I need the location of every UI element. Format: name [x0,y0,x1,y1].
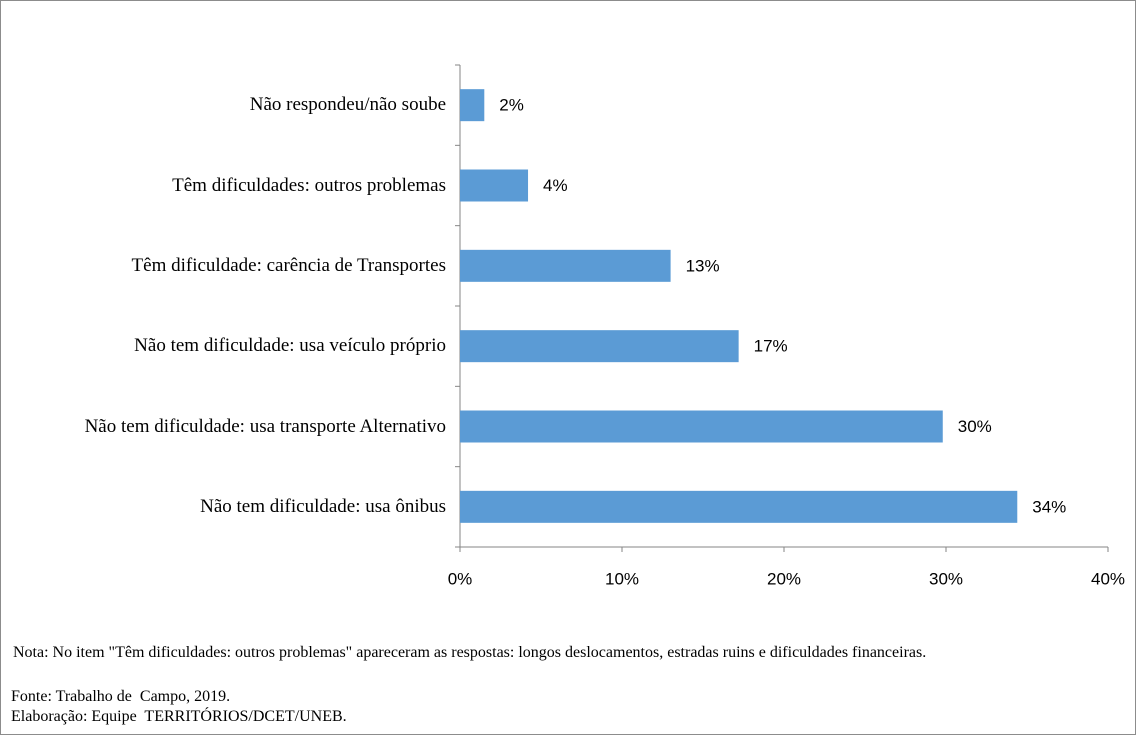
category-label: Têm dificuldades: outros problemas [172,174,446,196]
x-tick-label: 0% [448,569,473,588]
category-label: Não tem dificuldade: usa veículo próprio [134,335,446,357]
category-label: Têm dificuldade: carência de Transportes [131,254,446,276]
x-tick-label: 30% [929,569,963,588]
bar [460,89,485,122]
data-label: 2% [499,96,524,115]
data-label: 4% [543,176,568,195]
x-tick-label: 40% [1091,569,1125,588]
bar [460,249,671,282]
data-label: 34% [1032,497,1066,516]
x-tick-label: 20% [767,569,801,588]
category-label: Não tem dificuldade: usa transporte Alte… [84,415,446,437]
category-label: Não tem dificuldade: usa ônibus [200,495,446,517]
data-label: 30% [958,417,992,436]
bar [460,330,739,363]
chart: 0% 10% 20% 30% 40% 2% 4% 13% 17% 30% 34% [448,64,1125,588]
source: Fonte: Trabalho de Campo, 2019. [11,688,231,705]
bar [460,410,943,443]
data-label: 13% [686,256,720,275]
data-label: 17% [754,337,788,356]
x-tick-label: 10% [605,569,639,588]
bar [460,169,529,202]
note: Nota: No item "Têm dificuldades: outros … [13,644,927,661]
bar [460,490,1018,523]
credits: Elaboração: Equipe TERRITÓRIOS/DCET/UNEB… [11,708,347,725]
category-label: Não respondeu/não soube [249,94,446,116]
